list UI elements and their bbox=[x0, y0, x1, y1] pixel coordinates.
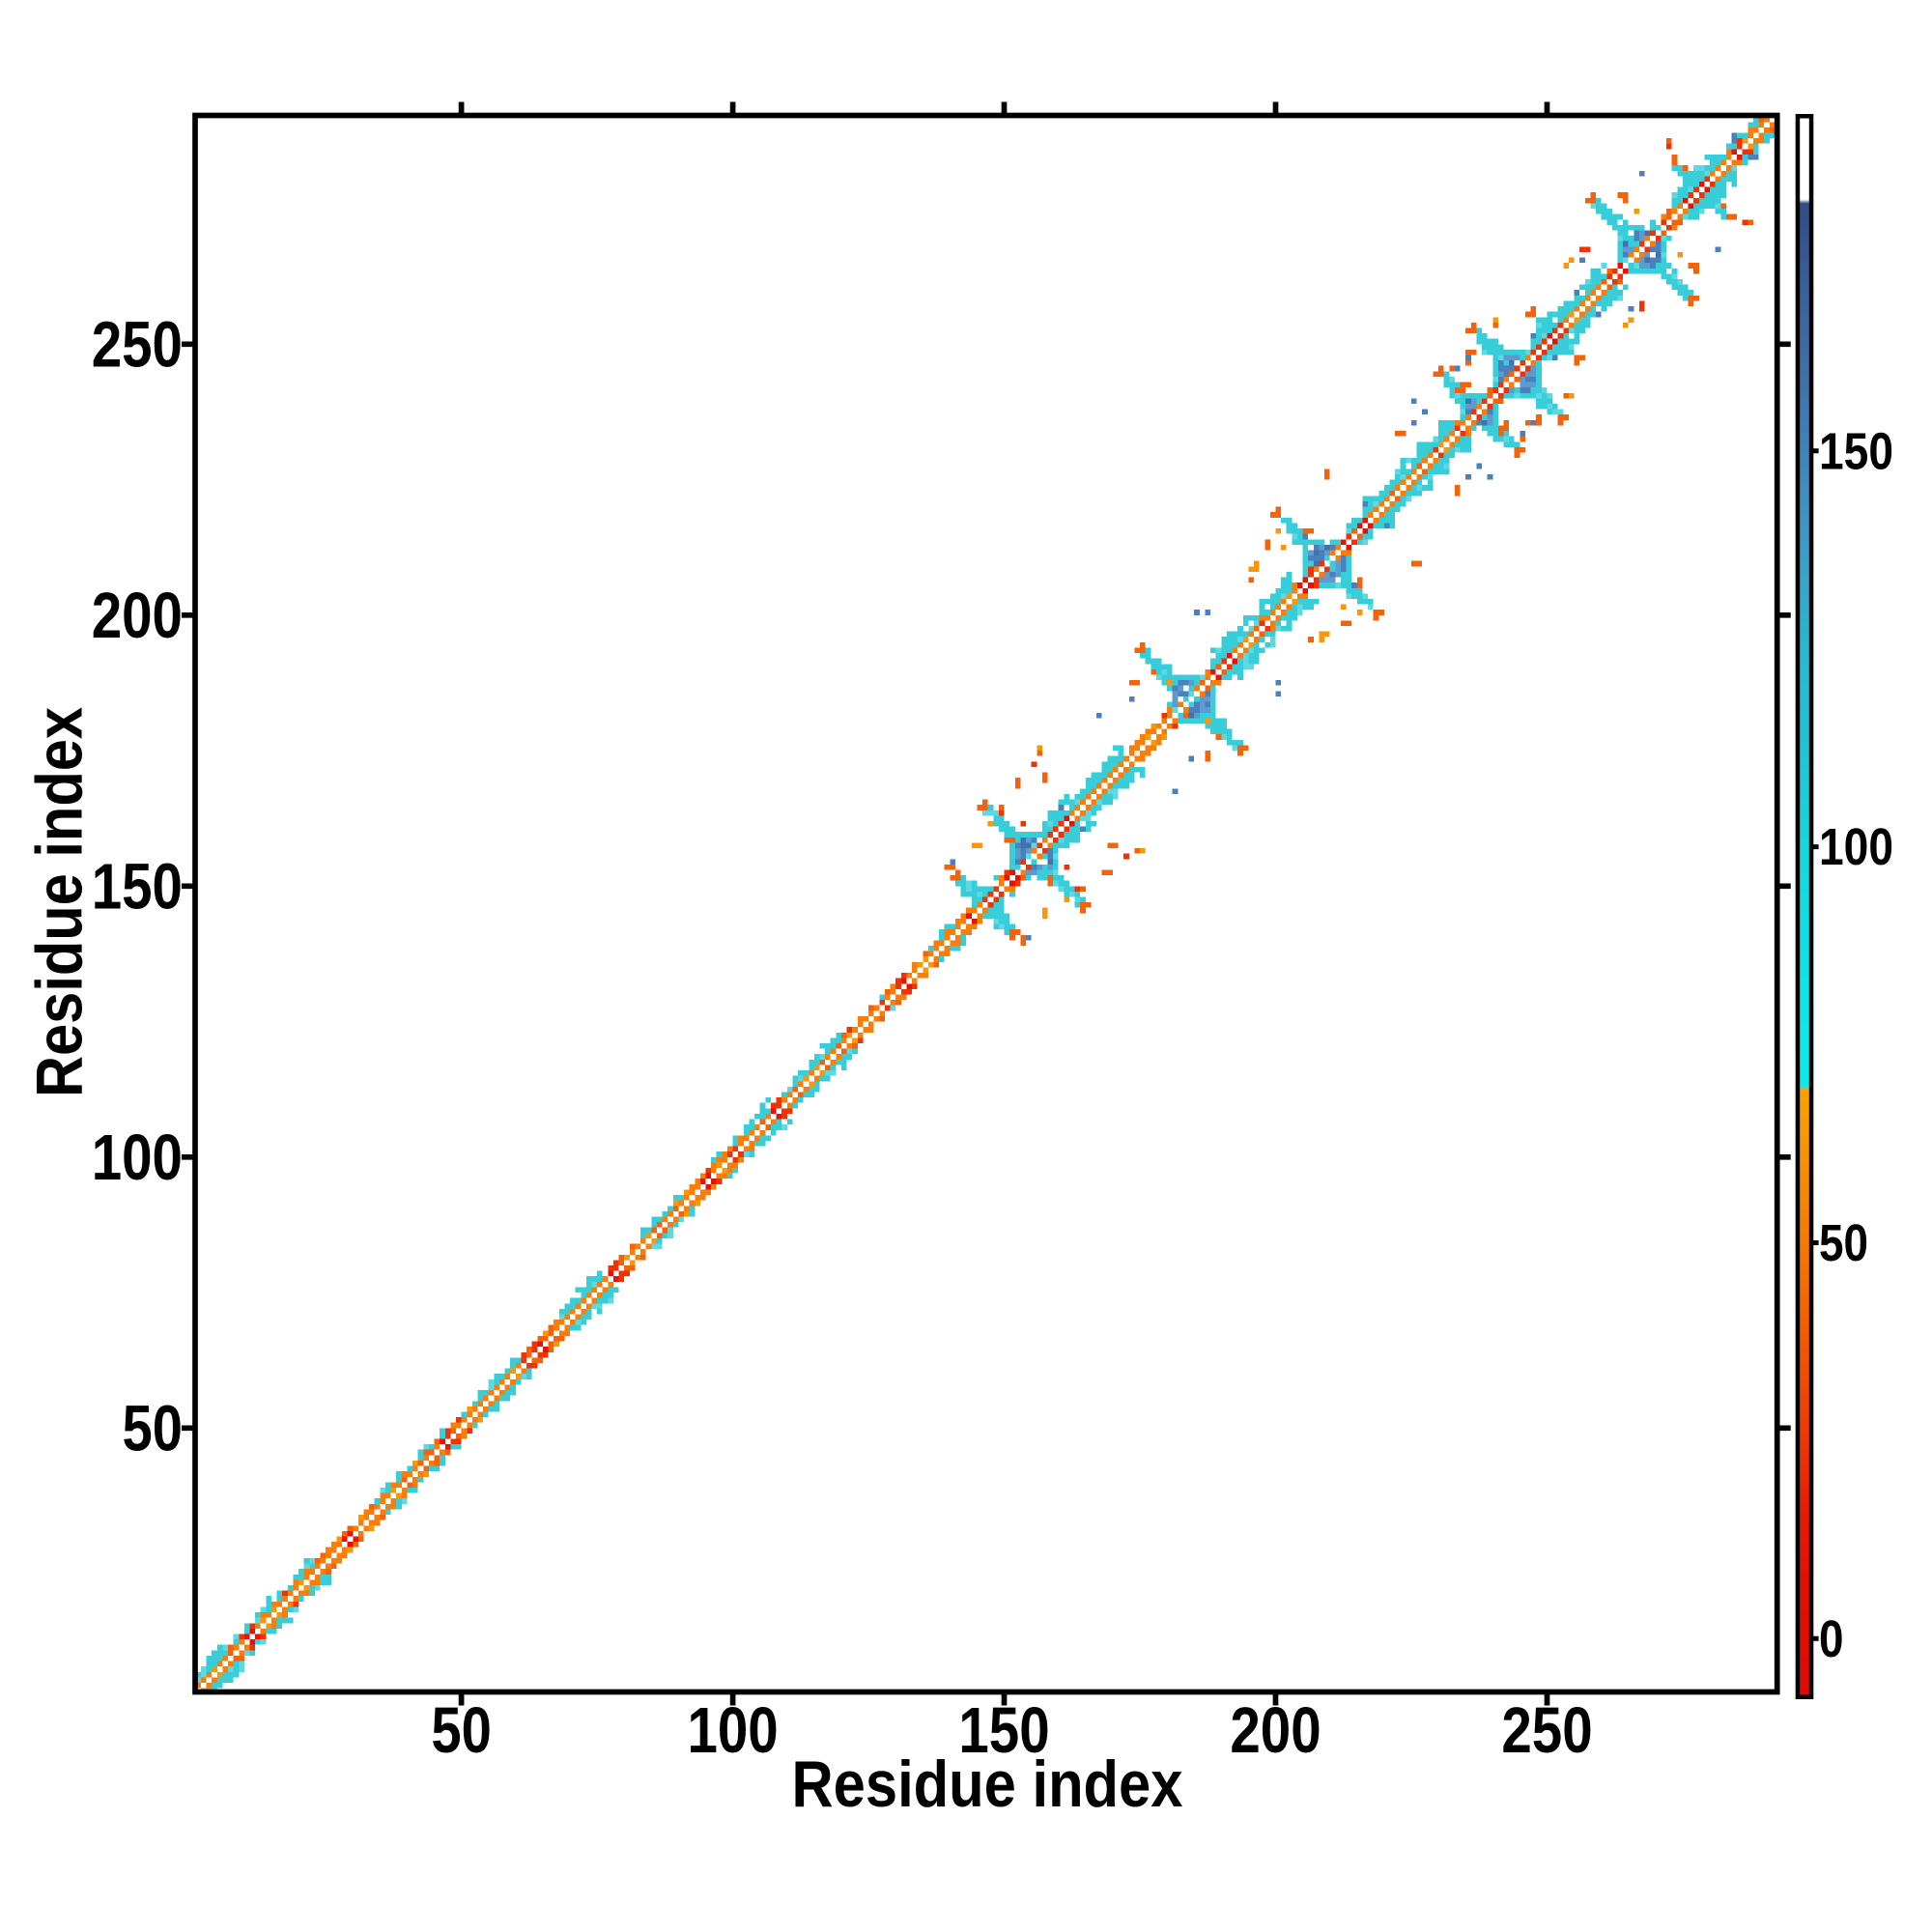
svg-text:250: 250 bbox=[92, 308, 183, 381]
svg-text:250: 250 bbox=[1501, 1694, 1592, 1767]
svg-text:50: 50 bbox=[431, 1694, 492, 1767]
svg-text:100: 100 bbox=[92, 1122, 183, 1194]
svg-text:0: 0 bbox=[1819, 1610, 1844, 1668]
svg-text:200: 200 bbox=[92, 580, 183, 652]
svg-text:Residue index: Residue index bbox=[792, 1748, 1183, 1821]
svg-text:100: 100 bbox=[687, 1694, 778, 1767]
svg-text:150: 150 bbox=[1819, 422, 1893, 480]
svg-text:200: 200 bbox=[1230, 1694, 1321, 1767]
svg-text:100: 100 bbox=[1819, 818, 1893, 876]
svg-text:50: 50 bbox=[1819, 1214, 1868, 1272]
svg-text:Residue index: Residue index bbox=[24, 707, 97, 1097]
svg-text:150: 150 bbox=[958, 1694, 1049, 1767]
svg-text:150: 150 bbox=[92, 850, 183, 923]
svg-text:50: 50 bbox=[123, 1392, 184, 1464]
